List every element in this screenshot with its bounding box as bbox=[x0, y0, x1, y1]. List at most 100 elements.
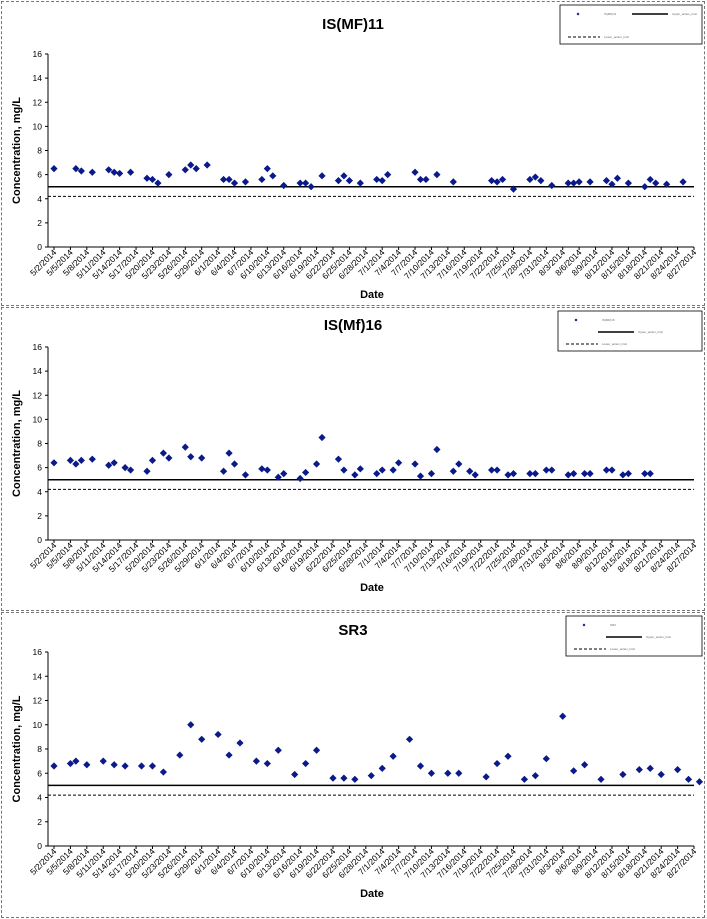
chart-1-data-point bbox=[340, 172, 348, 180]
chart-2-y-axis-label: Concentration, mg/L bbox=[11, 390, 23, 497]
chart-2-data-point bbox=[466, 467, 474, 475]
chart-1-y-tick-label: 6 bbox=[37, 170, 42, 180]
chart-1-y-tick-label: 2 bbox=[37, 218, 42, 228]
chart-3-data-point bbox=[340, 774, 348, 782]
chart-2-data-point bbox=[531, 470, 539, 478]
chart-2-data-point bbox=[159, 449, 168, 457]
chart-2-data-point bbox=[488, 466, 496, 474]
chart-1-data-point bbox=[77, 167, 85, 175]
chart-3-legend-box bbox=[565, 615, 703, 657]
chart-1-data-point bbox=[411, 168, 419, 176]
chart-3-y-axis-label: Concentration, mg/L bbox=[11, 695, 23, 802]
chart-2-data-point bbox=[121, 464, 129, 472]
chart-2-svg: IS(Mf)1602468101214165/2/20145/5/20145/8… bbox=[11, 310, 703, 594]
chart-3-data-point bbox=[137, 762, 146, 770]
chart-2-y-tick-label: 16 bbox=[33, 342, 43, 352]
chart-2-y-tick-label: 10 bbox=[33, 414, 43, 424]
chart-1-legend-entry-lower: Lower_action_limit bbox=[604, 35, 629, 39]
chart-3-data-point bbox=[504, 752, 512, 760]
chart-1-data-point bbox=[154, 179, 162, 187]
chart-2-data-point bbox=[471, 471, 479, 479]
chart-2-data-point bbox=[50, 459, 58, 467]
chart-1-data-point bbox=[230, 179, 239, 187]
chart-3-data-point bbox=[99, 757, 107, 765]
chart-2-data-point bbox=[608, 466, 616, 474]
chart-1-data-point bbox=[613, 174, 622, 182]
chart-3-data-point bbox=[482, 773, 490, 781]
chart-3-data-point bbox=[110, 761, 118, 769]
chart-2-data-point bbox=[225, 449, 233, 457]
chart-1-data-point bbox=[493, 178, 501, 186]
chart-2-data-point bbox=[219, 467, 228, 475]
chart-2-data-point bbox=[88, 455, 96, 463]
chart-2-data-point bbox=[641, 470, 649, 478]
chart-2-data-point bbox=[340, 466, 348, 474]
chart-1-data-point bbox=[148, 175, 157, 184]
chart-1-data-point bbox=[433, 171, 441, 179]
chart-1-data-point bbox=[50, 164, 58, 173]
chart-3-svg: SR302468101214165/2/20145/5/20145/8/2014… bbox=[11, 615, 704, 900]
chart-2-data-point bbox=[334, 455, 343, 463]
chart-1-y-tick-label: 12 bbox=[33, 97, 43, 107]
chart-2-y-tick-label: 4 bbox=[37, 487, 42, 497]
chart-2-y-tick-label: 14 bbox=[33, 366, 43, 376]
chart-2-data-point bbox=[378, 466, 386, 474]
chart-3-data-point bbox=[455, 769, 463, 777]
chart-1-data-point bbox=[165, 171, 173, 179]
chart-2-data-point bbox=[411, 460, 419, 468]
chart-2-data-point bbox=[263, 466, 271, 474]
chart-panel-3: SR3 0 2 4 6 8 10 12 14 16 5/2/2014 5/5/2014 5/8/2014… bbox=[1, 612, 705, 918]
chart-3-data-point bbox=[367, 772, 375, 780]
chart-1-data-point bbox=[586, 178, 594, 186]
chart-3-data-point bbox=[291, 770, 299, 779]
chart-3-data-point bbox=[329, 774, 337, 782]
chart-1-data-point bbox=[296, 179, 304, 187]
chart-1-data-point bbox=[88, 168, 96, 176]
chart-1-data-point bbox=[373, 175, 381, 184]
chart-2-data-point bbox=[416, 472, 425, 480]
chart-3-y-tick-label: 10 bbox=[33, 720, 43, 730]
chart-2-legend-entry-upper: Upper_action_limit bbox=[638, 330, 663, 334]
chart-3-data-point bbox=[214, 730, 222, 739]
chart-2-data-point bbox=[427, 470, 436, 478]
chart-1-legend-entry-upper: Upper_action_limit bbox=[672, 12, 697, 16]
chart-2-data-point bbox=[318, 433, 326, 442]
chart-3-y-tick-label: 16 bbox=[33, 647, 43, 657]
chart-1-data-point bbox=[488, 177, 496, 185]
chart-1-data-point bbox=[258, 175, 266, 184]
chart-2-data-point bbox=[258, 465, 266, 473]
chart-2-data-point bbox=[230, 460, 239, 468]
chart-3-legend-marker bbox=[582, 623, 586, 627]
chart-1-y-tick-label: 14 bbox=[33, 73, 43, 83]
chart-2-data-point bbox=[187, 453, 195, 461]
chart-2-data-point bbox=[181, 443, 189, 451]
chart-2-data-point bbox=[241, 471, 250, 479]
chart-2-y-tick-label: 8 bbox=[37, 439, 42, 449]
chart-1-data-point bbox=[652, 179, 660, 187]
chart-2-title: IS(Mf)16 bbox=[324, 317, 382, 334]
chart-1-data-point bbox=[280, 181, 288, 190]
chart-3-data-point bbox=[83, 761, 91, 769]
chart-3-data-point bbox=[378, 764, 386, 772]
chart-1-y-tick-label: 10 bbox=[33, 121, 43, 131]
chart-1-data-point bbox=[105, 166, 113, 174]
chart-1-data-point bbox=[422, 175, 430, 184]
chart-3-data-point bbox=[427, 769, 436, 777]
chart-3-data-point bbox=[159, 768, 168, 776]
chart-1-data-point bbox=[110, 168, 118, 176]
chart-1-data-point bbox=[641, 183, 649, 191]
chart-2-data-point bbox=[433, 445, 441, 454]
chart-1-data-point bbox=[624, 179, 632, 187]
chart-2-data-point bbox=[570, 470, 578, 478]
chart-3-y-tick-label: 0 bbox=[37, 841, 42, 851]
chart-1-svg: IS(MF)1102468101214165/2/20145/5/20145/8… bbox=[11, 4, 703, 301]
chart-3-data-point bbox=[148, 762, 157, 770]
chart-1-data-point bbox=[384, 171, 392, 179]
chart-1-data-point bbox=[187, 161, 195, 169]
chart-2-data-point bbox=[165, 454, 173, 462]
chart-3-data-point bbox=[597, 775, 605, 783]
chart-2-y-tick-label: 0 bbox=[37, 535, 42, 545]
chart-2-data-point bbox=[143, 467, 151, 475]
chart-3-y-tick-label: 6 bbox=[37, 768, 42, 778]
chart-3-data-point bbox=[531, 772, 539, 780]
